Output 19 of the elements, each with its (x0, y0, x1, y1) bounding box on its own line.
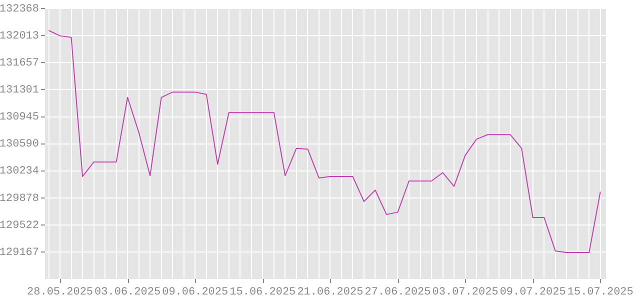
x-tick-label: 09.07.2025 (500, 286, 566, 298)
x-tick-label: 09.06.2025 (162, 286, 228, 298)
y-tick-label: 132013 (0, 30, 39, 42)
x-tick-label: 03.06.2025 (94, 286, 161, 298)
y-tick-label: 130945 (0, 112, 39, 124)
x-tick-label: 03.07.2025 (432, 286, 498, 298)
x-tick-label: 15.07.2025 (567, 286, 634, 298)
y-tick-label: 129878 (0, 192, 39, 205)
x-tick-label: 21.06.2025 (297, 286, 364, 298)
x-tick-label: 15.06.2025 (230, 286, 296, 298)
y-tick-label: 129522 (0, 220, 39, 232)
x-tick-label: 27.06.2025 (364, 286, 431, 298)
x-tick-label: 28.05.2025 (27, 286, 94, 298)
y-tick-label: 131657 (0, 58, 39, 70)
y-tick-label: 131301 (0, 84, 40, 97)
y-tick-label: 129167 (0, 246, 39, 259)
y-tick-label: 130590 (0, 138, 39, 151)
y-tick-label: 132368 (0, 4, 39, 16)
y-tick-label: 130234 (0, 166, 40, 178)
